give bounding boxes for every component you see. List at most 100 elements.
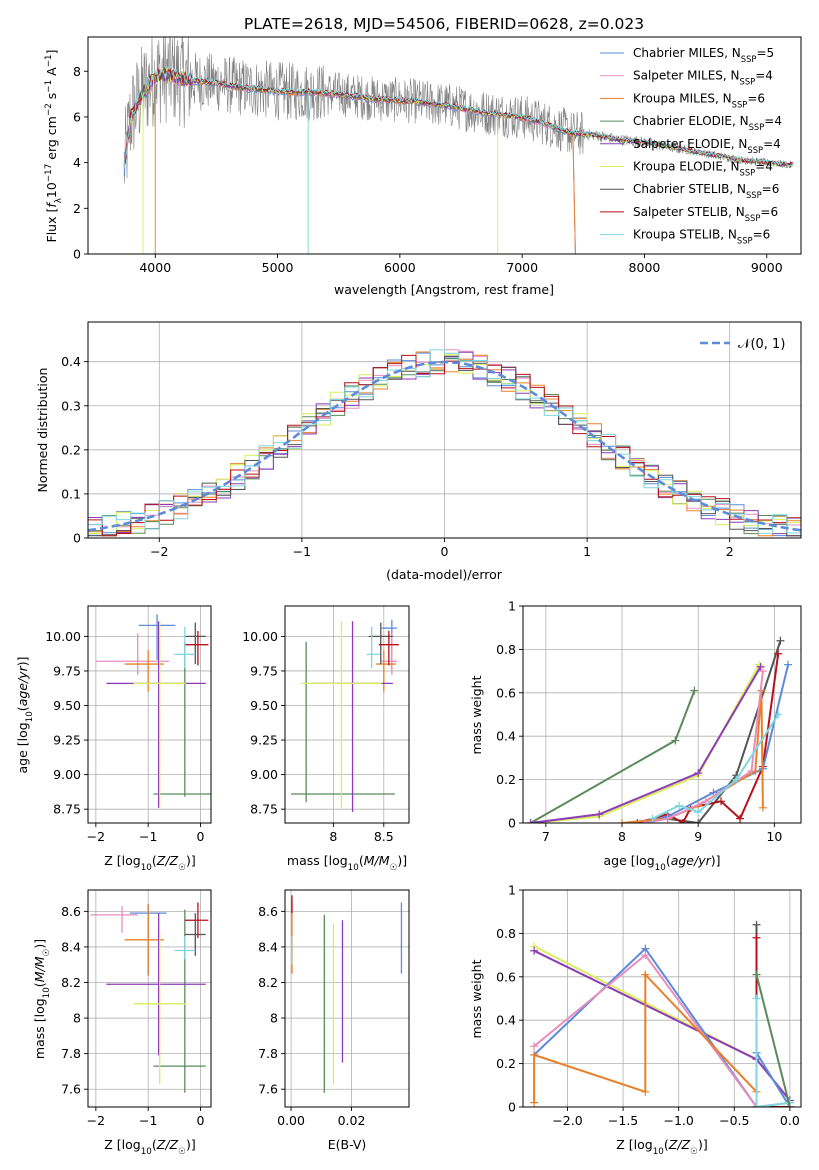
axes-spectrum: 4000 5000 6000 7000 8000 9000 0 2 4 6 8 wavelength … [44,36,802,297]
axes-frame [87,36,802,255]
axes-age_vs_mass: 8 8.5 8.75 9.00 9.25 9.50 9.75 10.00 mass [log10… [242,605,410,873]
x-axis-label: E(B-V) [328,1137,367,1152]
y-tick-label: 0.4 [496,729,516,744]
y-tick-label: 9.00 [53,767,81,782]
x-axis-label: age [log10(age/yr)] [603,853,720,873]
y-tick-label: 0 [73,531,81,546]
marker-kroupa_miles [641,1087,650,1096]
y-tick-label: 9.00 [250,767,278,782]
x-tick-label: 7000 [506,260,538,275]
model-chabrier_miles [123,70,576,254]
x-tick-label: −1 [139,1113,157,1128]
marker-kroupa_miles [530,1098,539,1107]
y-tick-label: 0.2 [496,1056,516,1071]
x-tick-label: 4000 [139,260,171,275]
marker-salpeter_stelib [633,819,642,823]
marker-kroupa_stelib [694,808,703,817]
legend-label: Kroupa MILES, NSSP=6 [633,91,765,109]
y-tick-label: 8.75 [53,802,81,817]
y-tick-label: 0.1 [61,486,81,501]
series-chabrier_elodie [755,974,791,1107]
x-tick-label: 8 [618,829,626,844]
axes-frame [284,605,410,824]
axes-frame [284,889,410,1108]
y-tick-label: 10.00 [242,629,278,644]
y-tick-label: 9.50 [250,698,278,713]
y-tick-label: 8.4 [258,939,278,954]
y-tick-label: 0.2 [496,772,516,787]
marker-salpeter_miles [663,814,672,823]
y-tick-label: 0.2 [61,442,81,457]
axes-frame [522,889,802,1108]
x-tick-label: 0.00 [277,1113,305,1128]
y-tick-label: 1 [508,883,516,898]
marker-salpeter_elodie [756,662,765,671]
series-salpeter_miles [533,953,791,1107]
marker-salpeter_elodie [526,819,535,823]
y-axis-label: mass [log10(M/M☉)] [32,939,52,1059]
model-kroupa_stelib [123,65,794,168]
histogram-salpeter_stelib [88,354,801,537]
plot-area-spectrum [123,37,794,254]
y-tick-label: 0.3 [61,398,81,413]
y-tick-label: 8.75 [250,802,278,817]
marker-salpeter_miles [641,951,650,960]
x-tick-label: −2 [87,1113,105,1128]
plot-area-mass_vs_Z [90,902,209,1093]
y-tick-label: 1 [508,599,516,614]
axes-frame [87,889,212,1108]
x-axis-label: Z [log10(Z/Z☉)] [616,1137,707,1157]
marker-chabrier_elodie [690,686,699,695]
y-tick-label: 0 [508,816,516,831]
y-axis-label: mass weight [469,959,484,1038]
x-tick-label: 0 [197,1113,205,1128]
series-kroupa_stelib [755,998,791,1107]
plot-area-age_vs_Z [95,614,211,808]
x-axis-label: wavelength [Angstrom, rest frame] [334,282,554,297]
y-axis-label: age [log10(age/yr)] [15,656,35,773]
x-axis-label: Z [log10(Z/Z☉)] [104,853,195,873]
marker-salpeter_stelib [752,933,761,942]
y-tick-label: 8.6 [258,904,278,919]
y-tick-label: 7.8 [61,1046,81,1061]
normal-curve [88,360,801,532]
observed-spectrum [123,37,794,184]
marker-salpeter_stelib [736,814,745,823]
y-tick-label: 0.6 [496,685,516,700]
x-tick-label: 8000 [629,260,661,275]
legend: Chabrier MILES, NSSP=5 Salpeter MILES, NS… [600,46,782,246]
marker-kroupa_miles [758,803,767,812]
marker-salpeter_stelib [717,797,726,806]
y-tick-label: 7.6 [61,1082,81,1097]
y-tick-label: 8.2 [258,975,278,990]
y-tick-label: 0 [73,247,81,262]
x-tick-label: −2.0 [552,1113,582,1128]
axes-age_vs_Z: −2 −1 0 8.75 9.00 9.25 9.50 9.75 10.00 Z [log10(Z… [15,605,212,873]
x-tick-label: 6000 [384,260,416,275]
legend-label: Chabrier ELODIE, NSSP=4 [633,114,782,132]
legend-label: Salpeter STELIB, NSSP=6 [633,205,778,223]
x-axis-label: mass [log10(M/M☉)] [287,853,407,873]
marker-kroupa_stelib [648,814,657,823]
marker-salpeter_miles [640,819,649,823]
y-axis-label: Normed distribution [35,368,50,493]
x-tick-label: −2 [150,544,168,559]
x-tick-label: 5000 [262,260,294,275]
y-tick-label: 9.50 [53,698,81,713]
marker-chabrier_elodie [752,970,761,979]
marker-kroupa_miles [618,819,627,823]
y-tick-label: 0.4 [496,1013,516,1028]
x-tick-label: 9000 [751,260,783,275]
marker-chabrier_stelib [776,636,785,645]
axes-massweight_vs_Z: −2.0 −1.5 −1.0 −0.5 0.0 0 0.2 0.4 0.6 0.8 1 Z [log1… [469,883,802,1157]
legend-label: Salpeter ELODIE, NSSP=4 [633,137,781,155]
x-tick-label: 0.02 [338,1113,366,1128]
marker-salpeter_stelib [774,649,783,658]
marker-kroupa_stelib [752,1103,761,1107]
x-tick-label: −0.5 [719,1113,749,1128]
y-tick-label: 4 [73,155,81,170]
x-tick-label: 9 [694,829,702,844]
y-tick-label: 0.8 [496,642,516,657]
marker-kroupa_stelib [675,801,684,810]
